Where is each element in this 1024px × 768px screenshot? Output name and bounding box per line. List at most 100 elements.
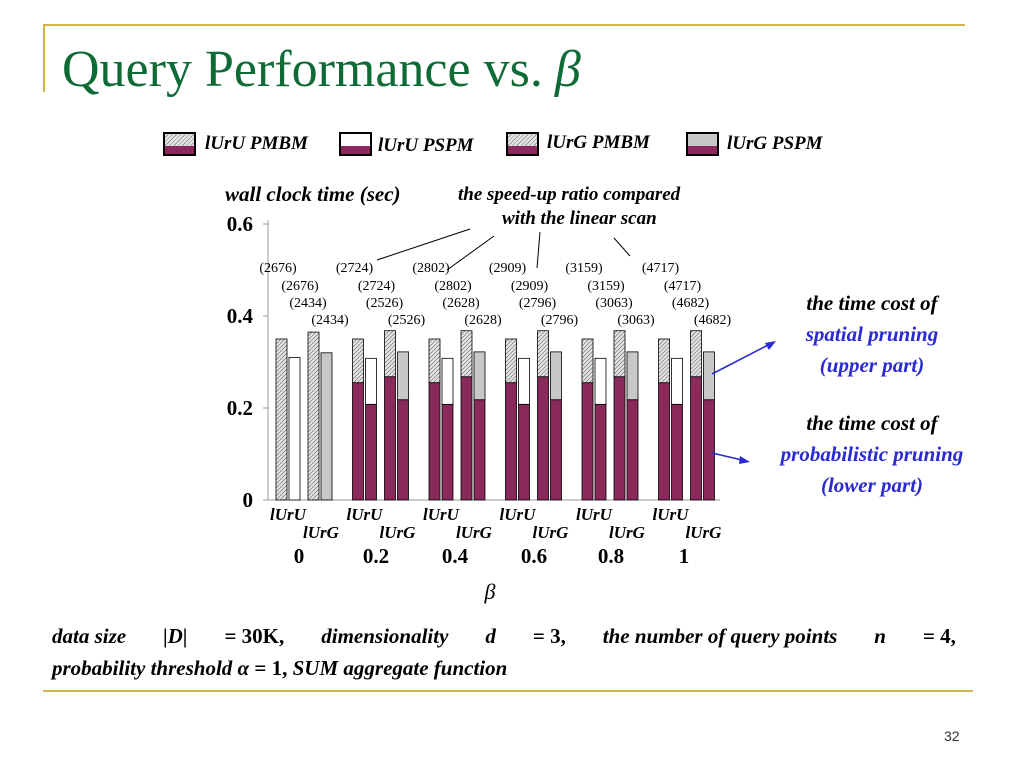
leader-line bbox=[446, 235, 495, 271]
legend-label-luru-pspm: lUrU PSPM bbox=[378, 135, 474, 156]
ratio-label: (2434) bbox=[311, 313, 349, 328]
leader-lines bbox=[376, 228, 631, 271]
group-sublabel-luru: lUrU bbox=[270, 505, 307, 524]
ratio-label: (4682) bbox=[694, 313, 732, 328]
bar-upper bbox=[690, 330, 702, 378]
group-sublabel-lurg: lUrG bbox=[303, 523, 340, 542]
ratio-label: (3159) bbox=[565, 261, 603, 276]
group-sublabel-luru: lUrU bbox=[347, 505, 384, 524]
legend-label-luru-pmbm: lUrU PMBM bbox=[205, 133, 308, 154]
paren-close: ) bbox=[916, 473, 924, 497]
caption-text: = 1, bbox=[254, 656, 288, 680]
caption-text: dimensionality bbox=[321, 624, 449, 648]
legend-swatch-luru-pspm bbox=[339, 132, 372, 156]
bar-lower bbox=[581, 382, 594, 501]
caption-text: data size bbox=[52, 624, 127, 648]
y-tick-label: 0.6 bbox=[227, 212, 253, 236]
accent-rule-top bbox=[43, 24, 965, 26]
page-number: 32 bbox=[944, 728, 960, 744]
bar-lower bbox=[473, 399, 486, 501]
bar-lower bbox=[460, 376, 473, 501]
ratio-label: (4717) bbox=[664, 279, 702, 294]
caption-text: n bbox=[874, 624, 886, 648]
ratio-label: (2909) bbox=[489, 261, 527, 276]
paren-close: ) bbox=[917, 353, 925, 377]
ratio-label: (2724) bbox=[358, 279, 396, 294]
x-tick-label: 0.4 bbox=[442, 544, 469, 568]
ratio-label: (2802) bbox=[412, 261, 450, 276]
group-sublabel-lurg: lUrG bbox=[533, 523, 570, 542]
bar-lower bbox=[537, 376, 549, 501]
annotation-upper-line1: the time cost of bbox=[806, 291, 938, 315]
bar-lower bbox=[352, 382, 364, 501]
leader-line bbox=[536, 231, 541, 269]
bar-lower bbox=[428, 382, 441, 501]
x-tick-label: 0.2 bbox=[363, 544, 389, 568]
ratio-label: (4682) bbox=[672, 296, 710, 311]
ratio-label: (2724) bbox=[336, 261, 374, 276]
y-tick-label: 0.4 bbox=[227, 304, 254, 328]
annotation-arrows bbox=[711, 341, 776, 464]
annotation-lower-word: lower part bbox=[827, 473, 917, 497]
upper-arrow-head bbox=[765, 341, 776, 350]
bar-upper bbox=[307, 331, 320, 501]
ratio-label: (2628) bbox=[442, 296, 480, 311]
y-tick-label: 0 bbox=[243, 488, 254, 512]
y-axis-caption: wall clock time (sec) bbox=[225, 182, 401, 206]
bar-upper bbox=[550, 351, 562, 401]
legend-swatch-lurg-pmbm bbox=[506, 132, 539, 156]
caption-text: probability threshold bbox=[52, 656, 233, 680]
bar-upper bbox=[703, 351, 715, 401]
group-sublabel-lurg: lUrG bbox=[686, 523, 723, 542]
ratio-label: (2526) bbox=[388, 313, 426, 328]
ratio-label: (2796) bbox=[519, 296, 557, 311]
bar-lower bbox=[550, 399, 562, 501]
caption-line1: data size |D| = 30K, dimensionality d = … bbox=[52, 620, 956, 652]
bar-upper bbox=[365, 357, 377, 405]
accent-rule-bottom bbox=[43, 690, 973, 692]
legend-swatch-lurg-pspm bbox=[686, 132, 719, 156]
paren-open: ( bbox=[820, 473, 828, 497]
caption-text: d bbox=[485, 624, 496, 648]
bar-upper bbox=[473, 351, 486, 401]
bar-upper bbox=[352, 338, 364, 384]
x-tick-label: 0 bbox=[294, 544, 305, 568]
bar-upper bbox=[397, 351, 409, 401]
x-tick-label: 0.8 bbox=[598, 544, 624, 568]
ratio-label: (2796) bbox=[541, 313, 579, 328]
bar-upper bbox=[505, 338, 517, 384]
upper-arrow bbox=[711, 344, 769, 375]
bar-lower bbox=[365, 403, 377, 501]
group-sublabel-luru: lUrU bbox=[576, 505, 613, 524]
caption-text: = 30K, bbox=[224, 624, 285, 648]
ratio-label: (4717) bbox=[642, 261, 680, 276]
ratio-label: (2676) bbox=[259, 261, 297, 276]
bar-upper bbox=[288, 356, 301, 501]
accent-rule-vertical bbox=[43, 24, 45, 92]
x-tick-label: 0.6 bbox=[521, 544, 547, 568]
bar-upper bbox=[320, 352, 333, 501]
ratio-label: (3063) bbox=[595, 296, 633, 311]
group-sublabel-luru: lUrU bbox=[653, 505, 690, 524]
group-sublabel-lurg: lUrG bbox=[456, 523, 493, 542]
chart-bars bbox=[275, 330, 715, 501]
bar-upper bbox=[626, 351, 639, 401]
leader-line bbox=[376, 228, 471, 261]
annotation-lower-line1: the time cost of bbox=[806, 411, 938, 435]
speedup-caption-line1: the speed-up ratio compared bbox=[458, 184, 681, 205]
ratio-label: (2802) bbox=[434, 279, 472, 294]
bar-upper bbox=[613, 330, 626, 378]
annotation-upper-word: upper part bbox=[826, 353, 918, 377]
caption-text: the number of query points bbox=[602, 624, 838, 648]
annotation-lower: the time cost of probabilistic pruning (… bbox=[752, 408, 992, 501]
ratio-label: (2434) bbox=[289, 296, 327, 311]
ratio-label: (2526) bbox=[366, 296, 404, 311]
bar-lower bbox=[518, 403, 530, 501]
ratio-label: (3063) bbox=[617, 313, 655, 328]
ratio-label: (2909) bbox=[511, 279, 549, 294]
legend-swatch-luru-pmbm bbox=[163, 132, 196, 156]
bar-lower bbox=[658, 382, 670, 501]
bar-upper bbox=[594, 357, 607, 405]
leader-line bbox=[613, 237, 631, 257]
bar-lower bbox=[384, 376, 396, 501]
